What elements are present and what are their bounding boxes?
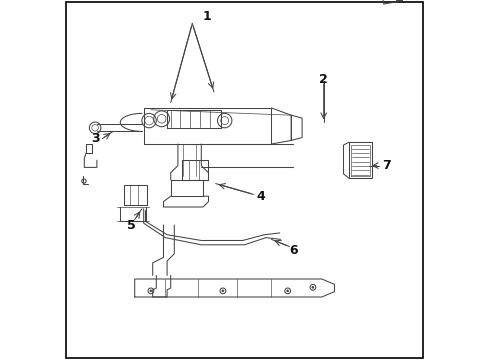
Text: 4: 4 — [256, 190, 264, 203]
Text: 6: 6 — [288, 244, 297, 257]
Text: 1: 1 — [202, 10, 211, 23]
Circle shape — [149, 290, 152, 292]
Text: 5: 5 — [126, 219, 135, 231]
Text: 2: 2 — [319, 73, 327, 86]
Circle shape — [286, 290, 288, 292]
Circle shape — [222, 290, 224, 292]
Circle shape — [311, 286, 313, 288]
Text: 7: 7 — [382, 159, 390, 172]
Text: 3: 3 — [91, 132, 99, 145]
